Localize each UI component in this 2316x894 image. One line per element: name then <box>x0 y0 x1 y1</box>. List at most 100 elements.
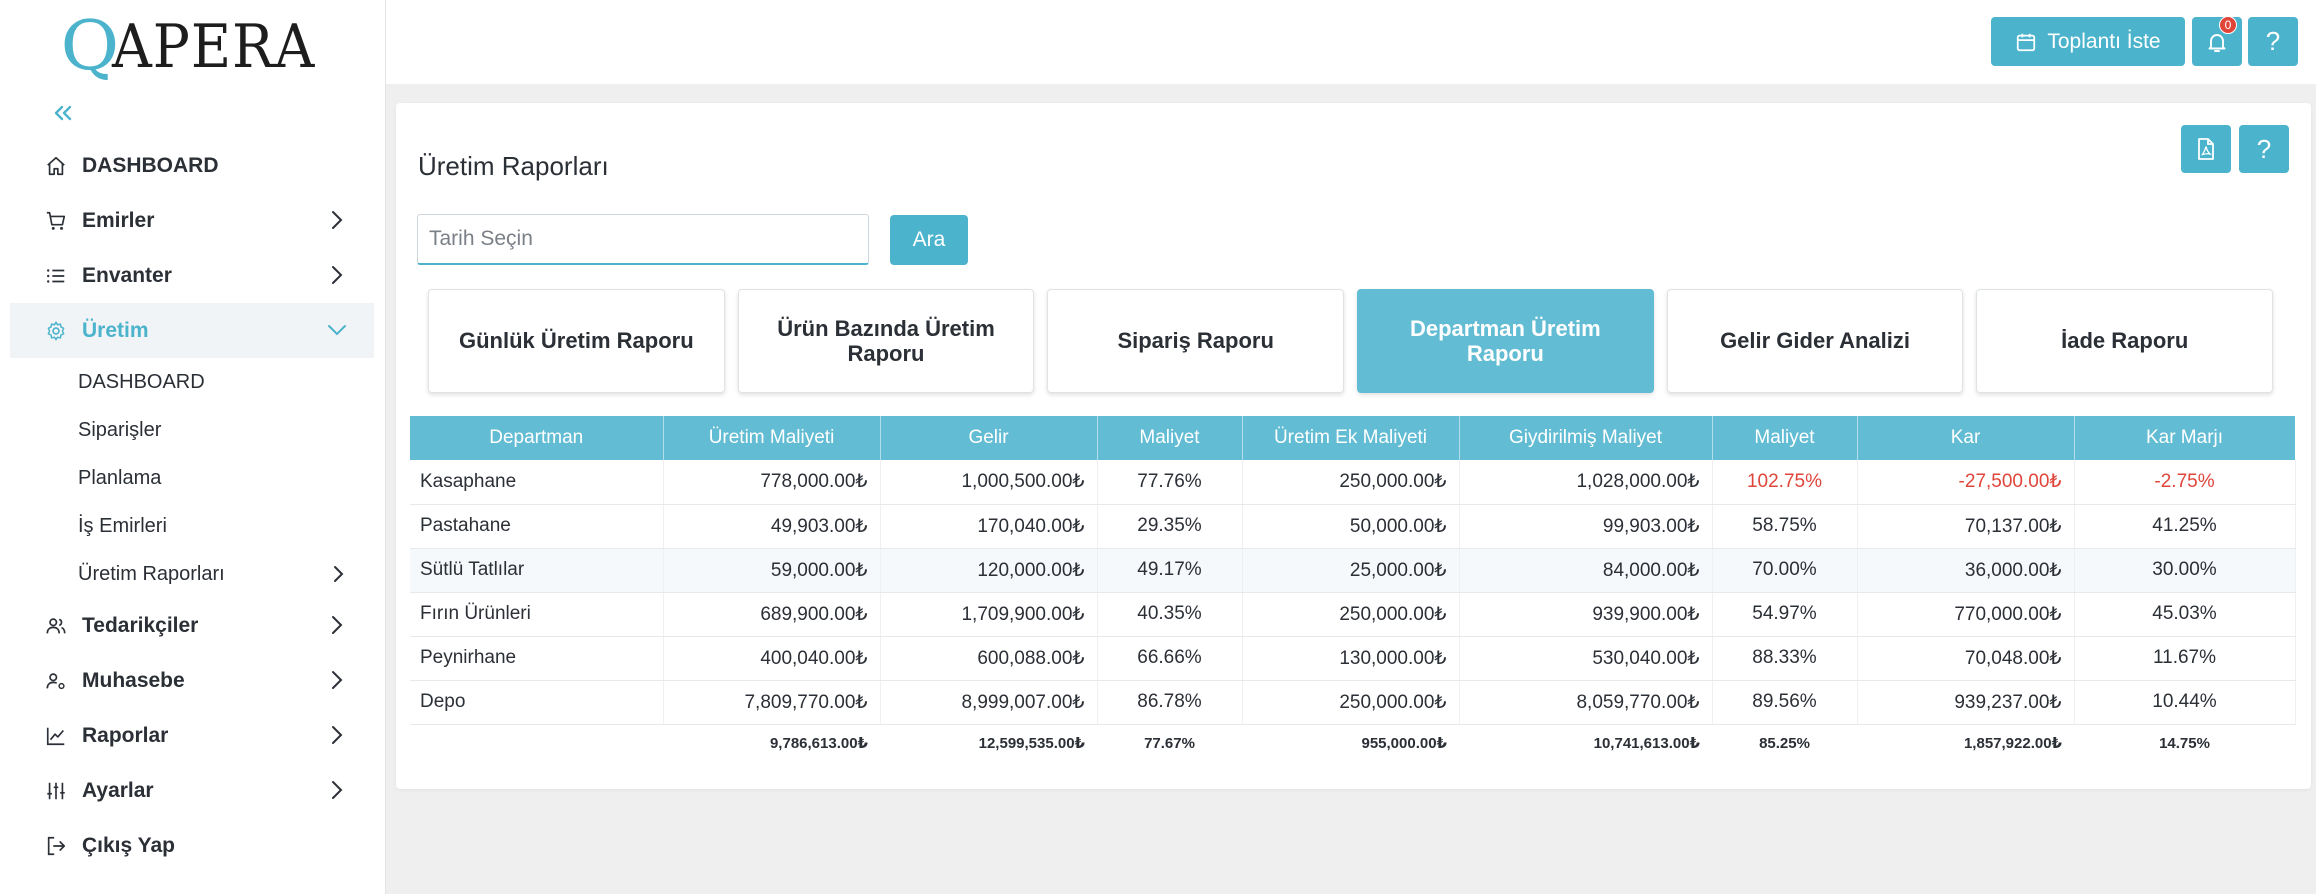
date-picker-input[interactable] <box>417 214 869 265</box>
table-cell: Fırın Ürünleri <box>410 592 664 637</box>
table-cell: Peynirhane <box>410 636 664 681</box>
sidebar-subitem-label: Planlama <box>78 466 162 489</box>
gear-icon <box>44 319 68 343</box>
notification-count-badge: 0 <box>2219 16 2237 34</box>
sidebar-subitem-planlama[interactable]: Planlama <box>10 454 374 502</box>
column-header[interactable]: Üretim Ek Maliyeti <box>1242 416 1460 460</box>
table-cell: 70,137.00₺ <box>1857 504 2075 549</box>
double-chevron-left-icon[interactable] <box>50 100 76 126</box>
brand-logo[interactable]: Q APERA <box>60 7 333 86</box>
table-cell: 102.75% <box>1712 460 1858 505</box>
table-cell: Kasaphane <box>410 460 664 505</box>
table-row: Pastahane 49,903.00₺ 170,040.00₺ 29.35% … <box>410 504 2296 549</box>
sidebar-item-emirler[interactable]: Emirler <box>10 193 374 248</box>
sidebar-subitem-label: Üretim Raporları <box>78 562 225 585</box>
logo-q: Q <box>60 7 120 86</box>
table-header-row: Departman Üretim Maliyeti Gelir Maliyet … <box>410 416 2296 460</box>
table-row: Kasaphane 778,000.00₺ 1,000,500.00₺ 77.7… <box>410 460 2296 505</box>
sidebar-item-label: Çıkış Yap <box>82 833 176 857</box>
sliders-icon <box>44 779 68 803</box>
sidebar-item-envanter[interactable]: Envanter <box>10 248 374 303</box>
home-icon <box>44 154 68 178</box>
tab-gelir-gider-analizi[interactable]: Gelir Gider Analizi <box>1666 289 1964 393</box>
sidebar-item-label: Tedarikçiler <box>82 613 199 637</box>
report-type-tabs: Günlük Üretim Raporu Ürün Bazında Üretim… <box>428 289 2274 393</box>
total-cell: 77.67% <box>1144 734 1195 752</box>
tab-departman-uretim-raporu[interactable]: Departman Üretim Raporu <box>1357 289 1654 393</box>
table-row: Peynirhane 400,040.00₺ 600,088.00₺ 66.66… <box>410 636 2296 681</box>
column-header[interactable]: Giydirilmiş Maliyet <box>1459 416 1713 460</box>
logout-icon <box>44 834 68 858</box>
table-cell: 250,000.00₺ <box>1242 460 1460 505</box>
total-cell: 10,741,613.00₺ <box>1593 735 1700 753</box>
total-cell <box>410 724 663 762</box>
column-header[interactable]: Gelir <box>880 416 1098 460</box>
report-card: Üretim Raporları ? Ara Günlük Üretim Rap… <box>396 103 2311 789</box>
user-cog-icon <box>44 669 68 693</box>
sidebar-item-ayarlar[interactable]: Ayarlar <box>10 763 374 818</box>
column-header[interactable]: Maliyet <box>1712 416 1858 460</box>
sidebar-item-tedarikciler[interactable]: Tedarikçiler <box>10 598 374 653</box>
tab-iade-raporu[interactable]: İade Raporu <box>1976 289 2274 393</box>
meeting-request-button[interactable]: Toplantı İste <box>1991 17 2185 66</box>
total-cell: 9,786,613.00₺ <box>769 735 868 753</box>
notifications-button[interactable]: 0 <box>2192 16 2242 66</box>
sidebar-item-label: Muhasebe <box>82 668 185 692</box>
table-row: Depo 7,809,770.00₺ 8,999,007.00₺ 86.78% … <box>410 680 2296 725</box>
column-header[interactable]: Kar Marjı <box>2074 416 2296 460</box>
table-cell: 1,028,000.00₺ <box>1459 460 1713 505</box>
table-cell: Sütlü Tatlılar <box>410 548 664 593</box>
sidebar-subitem-is-emirleri[interactable]: İş Emirleri <box>10 502 374 550</box>
sidebar-item-logout[interactable]: Çıkış Yap <box>10 818 374 873</box>
file-pdf-icon <box>2198 138 2214 160</box>
table-cell: 130,000.00₺ <box>1242 636 1460 681</box>
total-cell: 85.25% <box>1759 734 1810 752</box>
table-cell: 400,040.00₺ <box>663 636 881 681</box>
column-header[interactable]: Üretim Maliyeti <box>663 416 881 460</box>
column-header[interactable]: Departman <box>410 416 664 460</box>
table-cell: 99,903.00₺ <box>1459 504 1713 549</box>
sidebar-subitem-uretim-raporlari[interactable]: Üretim Raporları <box>10 550 374 598</box>
table-cell: 66.66% <box>1097 636 1243 681</box>
chevron-right-icon <box>334 566 344 582</box>
table-cell: 49.17% <box>1097 548 1243 593</box>
total-cell: 14.75% <box>2159 734 2210 752</box>
table-row: Fırın Ürünleri 689,900.00₺ 1,709,900.00₺… <box>410 592 2296 637</box>
chevron-right-icon <box>332 781 343 799</box>
table-cell: 600,088.00₺ <box>880 636 1098 681</box>
export-pdf-button[interactable] <box>2181 125 2231 173</box>
table-cell: 41.25% <box>2074 504 2296 549</box>
sidebar-item-muhasebe[interactable]: Muhasebe <box>10 653 374 708</box>
page-title: Üretim Raporları <box>418 151 609 181</box>
table-cell: 25,000.00₺ <box>1242 548 1460 593</box>
table-cell: 29.35% <box>1097 504 1243 549</box>
sidebar-item-raporlar[interactable]: Raporlar <box>10 708 374 763</box>
sidebar-subitem-label: İş Emirleri <box>78 514 167 537</box>
table-cell: 939,237.00₺ <box>1857 680 2075 725</box>
table-cell: -2.75% <box>2074 460 2296 505</box>
sidebar-subitem-dashboard[interactable]: DASHBOARD <box>10 358 374 406</box>
table-cell: -27,500.00₺ <box>1857 460 2075 505</box>
table-cell: 8,999,007.00₺ <box>880 680 1098 725</box>
tab-gunluk-uretim-raporu[interactable]: Günlük Üretim Raporu <box>428 289 725 393</box>
sidebar-subitem-siparisler[interactable]: Siparişler <box>10 406 374 454</box>
search-button[interactable]: Ara <box>890 215 968 265</box>
sidebar-item-uretim[interactable]: Üretim <box>10 303 374 358</box>
chevron-right-icon <box>332 266 343 284</box>
department-report-table: Departman Üretim Maliyeti Gelir Maliyet … <box>410 416 2296 762</box>
table-cell: 86.78% <box>1097 680 1243 725</box>
table-cell: 770,000.00₺ <box>1857 592 2075 637</box>
column-header[interactable]: Kar <box>1857 416 2075 460</box>
sidebar-item-dashboard[interactable]: DASHBOARD <box>10 138 374 193</box>
tab-urun-bazinda-uretim-raporu[interactable]: Ürün Bazında Üretim Raporu <box>737 289 1035 393</box>
table-cell: 36,000.00₺ <box>1857 548 2075 593</box>
help-button[interactable]: ? <box>2248 17 2298 66</box>
page-help-button[interactable]: ? <box>2239 125 2289 173</box>
sidebar-item-label: DASHBOARD <box>82 153 219 177</box>
table-cell: 70,048.00₺ <box>1857 636 2075 681</box>
sidebar-item-label: Emirler <box>82 208 155 232</box>
tab-siparis-raporu[interactable]: Sipariş Raporu <box>1047 289 1345 393</box>
column-header[interactable]: Maliyet <box>1097 416 1243 460</box>
table-cell: 530,040.00₺ <box>1459 636 1713 681</box>
sidebar-item-label: Üretim <box>82 318 149 342</box>
